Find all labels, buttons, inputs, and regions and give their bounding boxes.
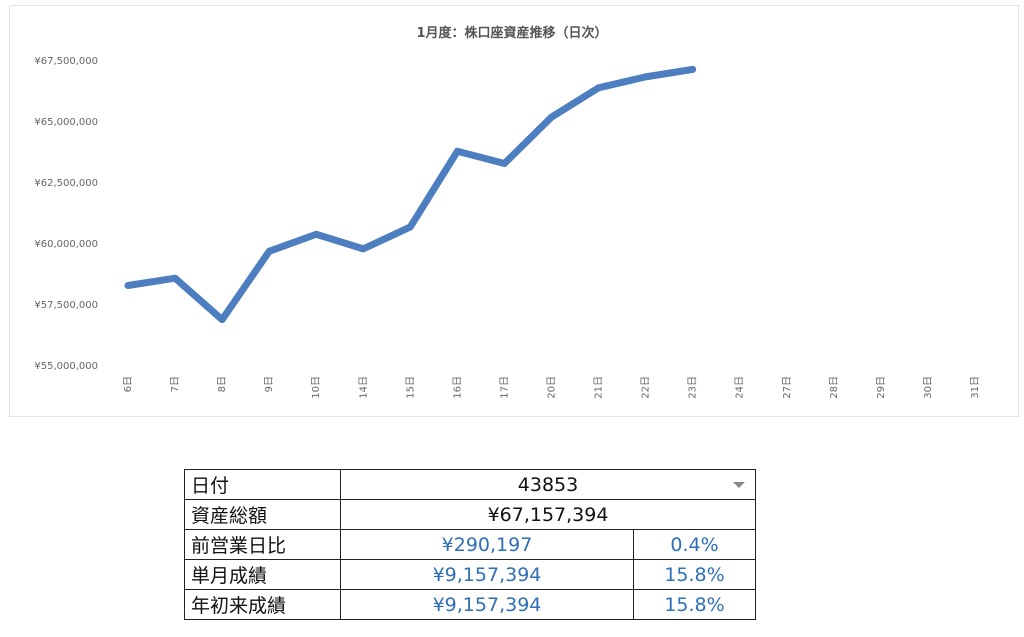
x-tick-label: 6日 bbox=[123, 376, 134, 392]
table-row-total: 資産総額 ¥67,157,394 bbox=[184, 499, 756, 530]
x-tick-label: 14日 bbox=[358, 376, 369, 399]
total-value: ¥67,157,394 bbox=[340, 499, 756, 530]
table-row-prev-day: 前営業日比 ¥290,197 0.4% bbox=[184, 529, 756, 560]
y-tick-label: ¥60,000,000 bbox=[34, 239, 98, 250]
x-tick-label: 31日 bbox=[970, 376, 981, 399]
x-tick-label: 9日 bbox=[264, 376, 275, 392]
x-tick-label: 8日 bbox=[217, 376, 228, 392]
line-chart: ¥55,000,000 ¥57,500,000 ¥60,000,000 ¥62,500… bbox=[34, 56, 981, 399]
x-tick-label: 22日 bbox=[641, 376, 652, 399]
date-select[interactable]: 43853 bbox=[340, 469, 756, 500]
x-tick-label: 27日 bbox=[782, 376, 793, 399]
x-tick-label: 21日 bbox=[594, 376, 605, 399]
x-tick-label: 16日 bbox=[452, 376, 463, 399]
chart-title: 1月度：株口座資産推移（日次） bbox=[416, 26, 608, 41]
month-pct: 15.8% bbox=[633, 559, 756, 590]
x-tick-label: 30日 bbox=[923, 376, 934, 399]
summary-table: 日付 43853 資産総額 ¥67,157,394 前営業日比 ¥290,197… bbox=[184, 469, 756, 620]
x-tick-label: 23日 bbox=[688, 376, 699, 399]
prev-day-pct: 0.4% bbox=[633, 529, 756, 560]
chart-panel bbox=[9, 5, 1019, 417]
y-tick-label: ¥67,500,000 bbox=[34, 56, 98, 67]
x-tick-label: 15日 bbox=[405, 376, 416, 399]
total-label: 資産総額 bbox=[184, 499, 341, 530]
series-line bbox=[124, 65, 697, 324]
x-tick-label: 28日 bbox=[829, 376, 840, 399]
ytd-pct: 15.8% bbox=[633, 589, 756, 620]
month-amount: ¥9,157,394 bbox=[340, 559, 634, 590]
x-tick-label: 20日 bbox=[547, 376, 558, 399]
prev-day-label: 前営業日比 bbox=[184, 529, 341, 560]
y-tick-label: ¥65,000,000 bbox=[34, 117, 98, 128]
y-tick-label: ¥62,500,000 bbox=[34, 178, 98, 189]
y-tick-label: ¥55,000,000 bbox=[34, 361, 98, 372]
table-row-ytd: 年初来成績 ¥9,157,394 15.8% bbox=[184, 589, 756, 620]
table-row-date: 日付 43853 bbox=[184, 469, 756, 500]
x-tick-label: 24日 bbox=[735, 376, 746, 399]
date-value: 43853 bbox=[517, 473, 579, 496]
ytd-label: 年初来成績 bbox=[184, 589, 341, 620]
prev-day-amount: ¥290,197 bbox=[340, 529, 634, 560]
table-row-month: 単月成績 ¥9,157,394 15.8% bbox=[184, 559, 756, 590]
month-label: 単月成績 bbox=[184, 559, 341, 590]
x-tick-label: 7日 bbox=[170, 376, 181, 392]
date-label: 日付 bbox=[184, 469, 341, 500]
dropdown-arrow-icon[interactable] bbox=[733, 482, 745, 488]
x-tick-label: 17日 bbox=[499, 376, 510, 399]
y-tick-label: ¥57,500,000 bbox=[34, 300, 98, 311]
ytd-amount: ¥9,157,394 bbox=[340, 589, 634, 620]
x-tick-label: 29日 bbox=[876, 376, 887, 399]
x-tick-label: 10日 bbox=[311, 376, 322, 399]
